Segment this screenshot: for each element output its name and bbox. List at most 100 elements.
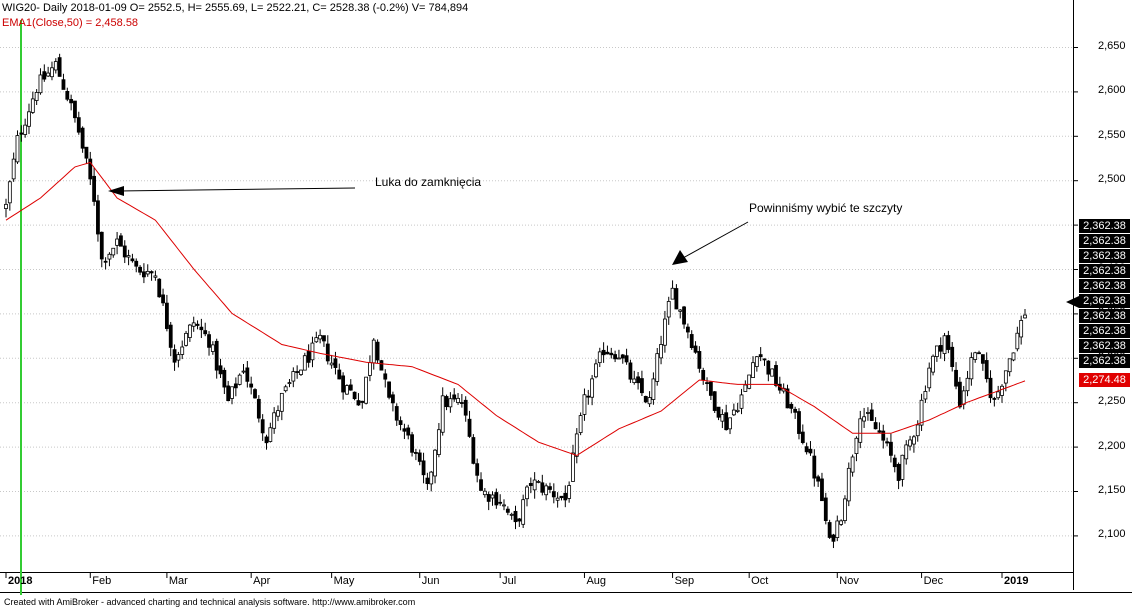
candle <box>670 280 675 300</box>
candle <box>996 385 1001 400</box>
candle <box>368 355 372 382</box>
candle <box>896 462 901 490</box>
candle <box>640 370 644 396</box>
candle <box>325 335 330 365</box>
candle <box>149 270 154 281</box>
candle <box>785 384 790 409</box>
candle <box>482 488 487 498</box>
candle <box>705 377 709 392</box>
candle <box>383 369 388 388</box>
candle <box>130 253 135 263</box>
candle <box>551 483 556 504</box>
candle <box>938 337 943 359</box>
candle <box>375 339 380 364</box>
candle <box>230 386 234 405</box>
candle <box>823 492 828 525</box>
candle <box>467 410 472 438</box>
candle <box>218 358 223 379</box>
candle <box>889 433 893 463</box>
x-tick-label: Aug <box>586 575 607 587</box>
candle <box>601 342 606 363</box>
candle <box>4 198 8 218</box>
candle <box>34 89 39 106</box>
y-tick-label: 2,600 <box>1098 84 1126 97</box>
footer-credit: Created with AmiBroker - advanced charti… <box>4 597 416 607</box>
candle <box>973 351 978 363</box>
candle <box>923 385 928 403</box>
candle <box>567 481 572 503</box>
candle <box>517 517 522 527</box>
y-tick-label: 2,100 <box>1098 528 1126 541</box>
gap-annotation: Luka do zamknięcia <box>375 175 482 189</box>
ema-header: EMA1(Close,50) = 2,458.58 <box>2 17 139 29</box>
candle <box>356 393 361 406</box>
date-cursor-line[interactable] <box>20 20 22 595</box>
price-box: 2,362.38 <box>1079 324 1130 338</box>
candle <box>571 444 575 482</box>
candle <box>371 338 376 370</box>
candle <box>617 349 621 360</box>
candle <box>739 388 744 415</box>
price-box: 2,362.38 <box>1079 309 1130 323</box>
candle <box>122 240 127 264</box>
candle <box>410 431 414 457</box>
candle <box>992 396 997 407</box>
candle <box>594 359 598 379</box>
candle <box>590 375 595 406</box>
candle <box>881 424 886 449</box>
candle <box>352 391 357 401</box>
candle <box>402 423 407 440</box>
candle <box>103 257 108 270</box>
x-tick-label: Nov <box>839 575 859 587</box>
candle <box>207 331 211 356</box>
candle <box>954 362 958 390</box>
candle <box>142 263 146 284</box>
candle <box>977 350 981 355</box>
candle <box>969 352 974 386</box>
candle <box>708 381 713 401</box>
candle <box>1019 315 1024 345</box>
candle <box>153 270 158 281</box>
candle <box>279 392 284 421</box>
candle <box>525 485 529 507</box>
candle <box>509 512 514 520</box>
candle <box>793 406 798 419</box>
candle <box>233 377 238 397</box>
candle <box>172 344 177 371</box>
candle <box>858 410 863 449</box>
candle <box>486 491 491 511</box>
candle <box>27 103 31 135</box>
candle <box>210 341 215 355</box>
candle <box>850 454 855 477</box>
candle <box>249 376 254 395</box>
last-price-marker <box>1066 296 1079 308</box>
candle <box>502 499 506 511</box>
candle <box>892 454 897 473</box>
candle <box>111 247 116 258</box>
candle <box>762 358 767 366</box>
candle <box>609 347 614 359</box>
candle <box>770 368 775 377</box>
candle <box>73 100 77 123</box>
candle <box>126 249 131 266</box>
candle <box>988 370 993 403</box>
candle <box>632 370 637 385</box>
price-box: 2,362.38 <box>1079 279 1130 293</box>
candle <box>145 264 150 277</box>
candle <box>195 320 200 330</box>
y-tick-label: 2,250 <box>1098 395 1126 408</box>
candle <box>318 329 323 344</box>
candle <box>241 363 246 374</box>
candle <box>731 403 736 416</box>
candle <box>904 440 909 465</box>
candle <box>685 323 690 339</box>
candle <box>716 406 721 421</box>
candle <box>176 351 181 368</box>
candle <box>272 407 277 434</box>
candle <box>80 126 85 153</box>
candle <box>329 354 334 369</box>
candle <box>965 370 970 397</box>
x-tick-label: May <box>333 575 355 587</box>
candle <box>846 462 851 507</box>
